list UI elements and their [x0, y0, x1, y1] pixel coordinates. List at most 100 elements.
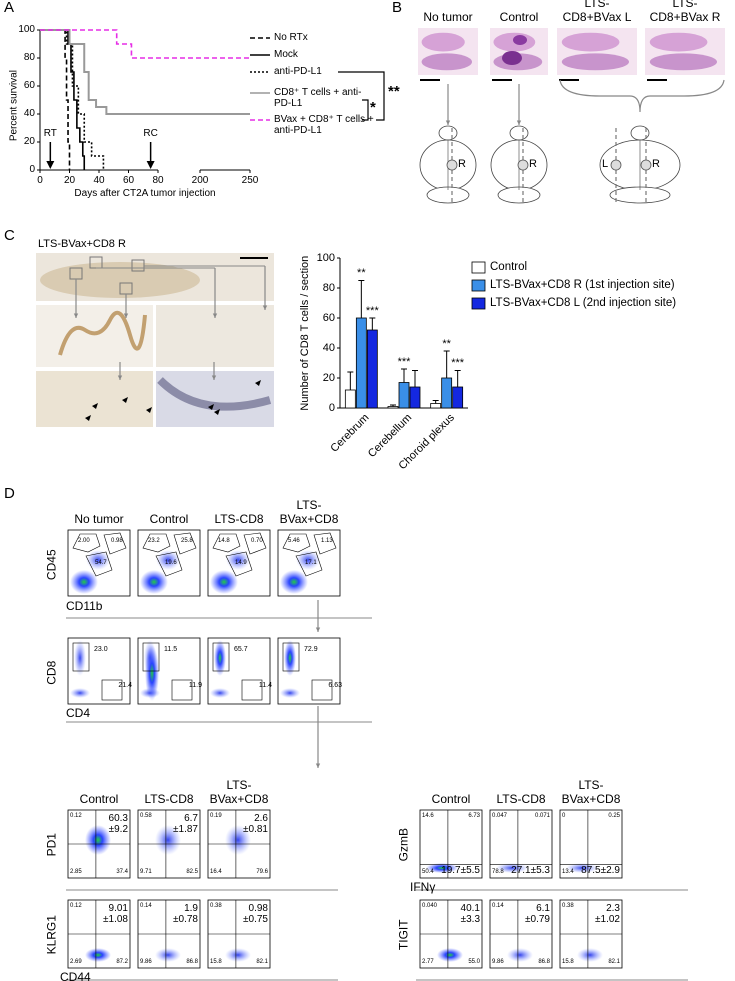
gate-value: 0.98	[111, 538, 123, 544]
bracket	[338, 71, 385, 121]
injection-site	[640, 159, 652, 171]
injection-site	[517, 159, 529, 171]
quadrant-value: 82.1	[256, 959, 268, 965]
quadrant-value: 0.071	[534, 813, 550, 819]
significance: **	[442, 337, 451, 350]
quadrant-value: 0.14	[492, 903, 504, 909]
hemisphere-label: L	[602, 158, 609, 170]
arrow-head	[212, 313, 218, 318]
arrow-head	[117, 375, 123, 380]
column-header: No tumor	[74, 511, 124, 526]
gate	[282, 642, 300, 672]
error-bar	[454, 370, 461, 387]
gate-value: 5.46	[288, 538, 300, 544]
legend-label: Control	[490, 261, 528, 273]
ihc-image	[156, 371, 274, 427]
cell-density	[155, 948, 181, 962]
image-label: Control	[499, 9, 539, 24]
arrow-head	[445, 120, 451, 125]
quadrant-value: 9.86	[140, 959, 152, 965]
quadrant-value: 0.38	[562, 903, 574, 909]
quadrant-value: 2.69	[70, 959, 82, 965]
gate-value: 11.4	[258, 682, 272, 689]
gate-value: 0.70	[251, 538, 263, 544]
quadrant-value: 13.4	[562, 869, 574, 875]
cell-density	[140, 570, 168, 594]
gate-value: 65.7	[234, 646, 248, 653]
column-header: Control	[79, 791, 119, 806]
gate	[311, 679, 333, 701]
column-header: LTS-CD8	[496, 791, 546, 806]
x-axis-title: CD44	[60, 970, 91, 981]
gate	[212, 533, 241, 553]
quadrant-value: 60.3 ±9.2	[108, 813, 128, 836]
gate	[313, 532, 337, 555]
error-bar	[432, 400, 439, 404]
arrow-head	[146, 161, 155, 169]
cell-density	[70, 570, 98, 594]
y-tick-label: 80	[23, 52, 35, 63]
gate	[173, 532, 197, 555]
y-axis-title: TIGIT	[396, 919, 411, 951]
error-bar	[412, 370, 418, 387]
y-tick-label: 100	[316, 252, 335, 264]
tumor	[513, 35, 527, 45]
gate	[103, 532, 127, 555]
image-label: LTS-CD8+BVax R	[649, 0, 721, 24]
quadrant-value: 87.2	[116, 959, 128, 965]
tissue	[649, 32, 708, 52]
quadrant-value: 0.047	[492, 813, 508, 819]
hemisphere-label: R	[458, 158, 466, 170]
cell-marker	[85, 415, 91, 421]
panel-label: A	[4, 0, 15, 16]
cell-density	[566, 863, 598, 873]
significance: ***	[397, 355, 411, 368]
x-tick-label: 60	[122, 175, 135, 186]
x-tick-label: 0	[37, 175, 43, 186]
quadrant-value: 82.5	[186, 869, 198, 875]
tissue	[421, 53, 472, 71]
quadrant-value: 0	[562, 813, 566, 819]
legend-label: anti-PD-L1	[274, 66, 322, 77]
cell-marker	[92, 403, 98, 409]
quadrant-value: 78.8	[492, 869, 504, 875]
y-axis-title: KLRG1	[44, 915, 59, 955]
x-tick-label: 40	[93, 175, 105, 186]
y-axis-title: CD8	[44, 660, 59, 685]
olfactory-bulb	[438, 125, 458, 141]
bracket	[559, 79, 725, 113]
tissue	[40, 262, 200, 298]
cell-density	[85, 825, 111, 855]
quadrant-value: 55.0	[468, 959, 480, 965]
quadrant-value: 15.8	[562, 959, 574, 965]
gate-value: 1.13	[321, 538, 333, 544]
quadrant-value: 2.3 ±1.02	[595, 903, 620, 926]
tissue	[649, 53, 718, 71]
column-header: LTS-CD8	[144, 791, 194, 806]
quadrant-value: 2.6 ±0.81	[243, 813, 268, 836]
survival-curve	[40, 29, 250, 59]
arrow-head	[315, 627, 321, 632]
quadrant-value: 86.8	[186, 959, 198, 965]
annotation: RT	[43, 128, 57, 139]
cell-density	[85, 948, 111, 962]
gate	[142, 642, 160, 672]
injection-site	[610, 159, 622, 171]
cell-marker	[255, 380, 261, 386]
y-tick-label: 20	[23, 136, 35, 147]
y-tick-label: 80	[322, 282, 335, 294]
arrow-head	[73, 313, 79, 318]
arrow-head	[46, 161, 55, 169]
bar	[344, 389, 356, 409]
quadrant-value: 6.1 ±0.79	[525, 903, 550, 926]
gate-value: 14.9	[235, 560, 247, 566]
arrow-head	[262, 305, 268, 310]
cell-marker	[122, 397, 128, 403]
quadrant-value: 0.14	[140, 903, 152, 909]
gate-value: 14.8	[218, 538, 230, 544]
column-header: LTS-BVax+CD8	[561, 778, 621, 806]
x-tick-label: Cerebrum	[328, 412, 371, 455]
panel-label: C	[4, 227, 15, 244]
column-header: LTS-CD8	[214, 511, 264, 526]
